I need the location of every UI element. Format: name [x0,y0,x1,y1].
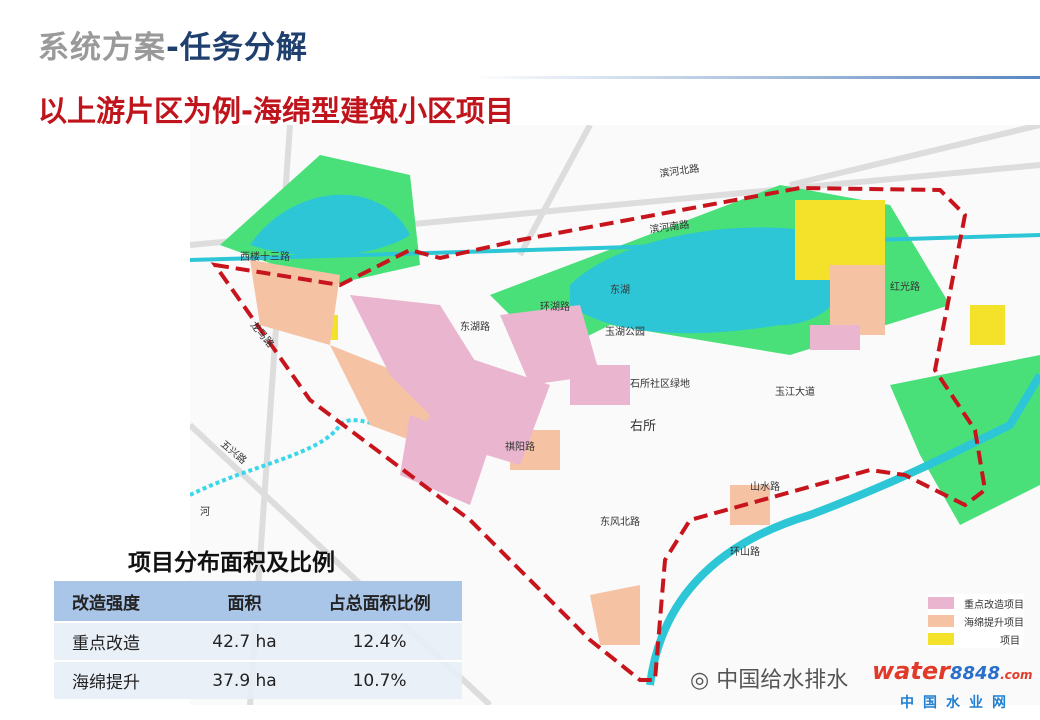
legend-swatch [928,615,954,627]
cell: 海绵提升 [54,660,192,699]
lake [570,227,849,334]
map-legend: 重点改造项目 海绵提升项目 项目 [928,594,1024,648]
map-label: 东湖路 [460,320,490,333]
legend-item: 项目 [928,630,1024,648]
map-label: 山水路 [750,480,780,493]
project-boundary [210,185,988,682]
map-label: 河 [200,506,210,518]
area-table: 改造强度 面积 占总面积比例 重点改造 42.7 ha 12.4% 海绵提升 3… [54,581,462,699]
table-title: 项目分布面积及比例 [128,550,335,576]
brand-text: water [872,657,950,685]
legend-swatch [928,633,954,645]
brand-number: 8848 [949,663,1001,684]
map-label: 东风北路 [600,515,640,528]
river [190,233,1040,262]
legend-item: 重点改造项目 [928,594,1024,612]
map-label: 环山路 [730,545,760,558]
column-header: 改造强度 [54,581,192,622]
legend-swatch [928,597,954,609]
brand-watermark: water8848.com [872,656,1032,690]
map-label: 西楼十三路 [240,250,290,263]
cell: 12.4% [297,621,462,661]
yellow-blocks [318,200,1005,345]
site-watermark: 中国水业网 [900,695,1015,711]
brand-domain: .com [1000,668,1033,682]
legend-item: 海绵提升项目 [928,612,1024,630]
blue-route [190,313,582,497]
map-label: 红光路 [890,280,920,293]
map-label: 祺阳路 [505,440,535,453]
table-header: 改造强度 面积 占总面积比例 [54,581,462,622]
cell: 重点改造 [54,621,192,661]
column-header: 占总面积比例 [297,581,462,622]
table-row: 重点改造 42.7 ha 12.4% [54,621,462,661]
slide-title: 系统方案-任务分解 [38,30,308,66]
map-label: 右所 [630,419,656,434]
cell: 42.7 ha [191,621,298,661]
column-header: 面积 [191,581,298,622]
pond-northwest [250,194,410,256]
cell: 10.7% [297,660,462,699]
slide-subtitle: 以上游片区为例-海绵型建筑小区项目 [38,94,515,128]
wechat-watermark: ◎ 中国给水排水 [690,668,849,693]
map-label: 玉江大道 [775,385,815,398]
map-label: 石所社区绿地 [630,377,690,390]
canal [646,372,1040,686]
map-label: 东湖 [610,283,630,296]
legend-label: 重点改造项目 [964,599,1024,611]
map-label: 环湖路 [540,300,570,313]
legend-label: 项目 [1000,635,1020,647]
legend-label: 海绵提升项目 [964,617,1024,629]
key-renovation-blocks [350,295,860,505]
cell: 37.9 ha [191,660,298,699]
park-east [890,355,1040,525]
title-divider [470,76,1040,79]
map-label: 玉湖公园 [605,326,645,338]
watermark-text: 中国给水排水 [716,668,849,693]
table-row: 海绵提升 37.9 ha 10.7% [54,660,462,699]
